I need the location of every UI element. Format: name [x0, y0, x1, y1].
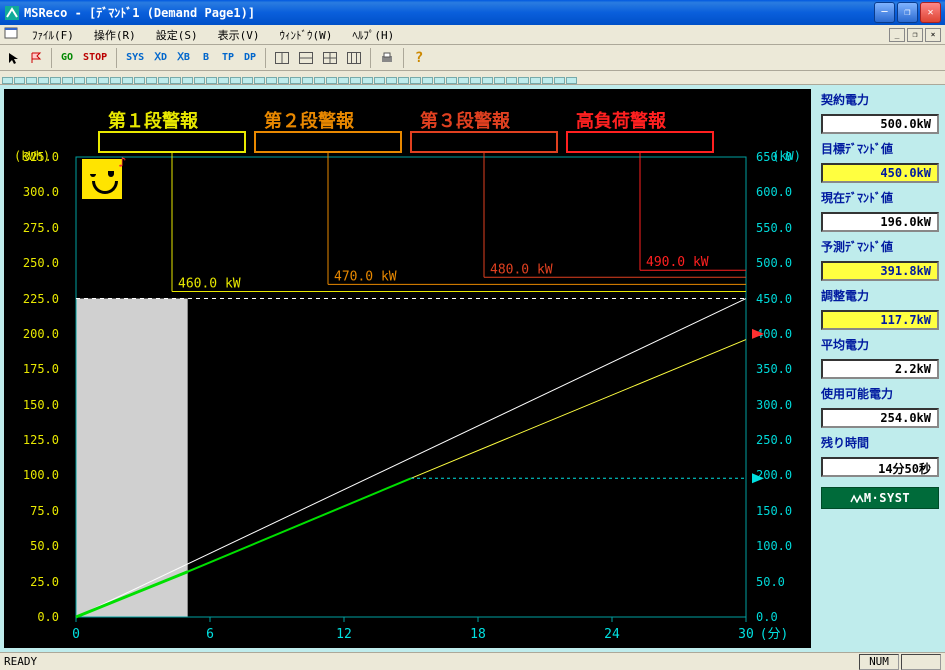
tool-grid3[interactable]: [319, 48, 341, 68]
menu-help[interactable]: ﾍﾙﾌﾟ(H): [346, 26, 400, 44]
tool-stop[interactable]: STOP: [79, 48, 111, 68]
menu-file[interactable]: ﾌｧｲﾙ(F): [26, 26, 80, 44]
tool-go[interactable]: GO: [57, 48, 77, 68]
maximize-button[interactable]: ❐: [897, 2, 918, 23]
metric-label: 調整電力: [821, 287, 939, 304]
metric-label: 契約電力: [821, 91, 939, 108]
scale-ruler: [0, 71, 945, 85]
status-ready: READY: [4, 655, 857, 668]
mdi-icon: [4, 26, 18, 43]
mdi-minimize[interactable]: _: [889, 28, 905, 42]
metric-value: 391.8kW: [821, 261, 939, 281]
metric-value: 196.0kW: [821, 212, 939, 232]
status-num: NUM: [859, 654, 899, 670]
metric-label: 使用可能電力: [821, 385, 939, 402]
vendor-logo: M·SYST: [821, 487, 939, 509]
tool-help[interactable]: ?: [409, 48, 429, 68]
menu-settings[interactable]: 設定(S): [150, 26, 204, 44]
metric-label: 現在ﾃﾞﾏﾝﾄﾞ値: [821, 189, 939, 206]
menu-operate[interactable]: 操作(R): [88, 26, 142, 44]
window-title: MSReco - [ﾃﾞﾏﾝﾄﾞ1 (Demand Page1)]: [24, 4, 874, 21]
mdi-restore[interactable]: ❐: [907, 28, 923, 42]
demand-chart: 第１段警報第２段警報第３段警報高負荷警報 ♪ (kWh) (kW) 0.025.…: [4, 89, 811, 648]
tool-tp[interactable]: TP: [218, 48, 238, 68]
svg-text:490.0 kW: 490.0 kW: [646, 255, 709, 270]
tool-grid1[interactable]: [271, 48, 293, 68]
tool-dp[interactable]: DP: [240, 48, 260, 68]
metric-value: 500.0kW: [821, 114, 939, 134]
svg-text:460.0 kW: 460.0 kW: [178, 276, 241, 291]
status-empty: [901, 654, 941, 670]
toolbar: GO STOP SYS ⅩD ⅩB B TP DP ?: [0, 45, 945, 71]
metric-label: 目標ﾃﾞﾏﾝﾄﾞ値: [821, 140, 939, 157]
close-button[interactable]: ✕: [920, 2, 941, 23]
metric-value: 14分50秒: [821, 457, 939, 477]
status-bar: READY NUM: [0, 652, 945, 670]
tool-b[interactable]: B: [196, 48, 216, 68]
tool-grid2[interactable]: [295, 48, 317, 68]
svg-text:480.0 kW: 480.0 kW: [490, 262, 553, 277]
svg-text:470.0 kW: 470.0 kW: [334, 269, 397, 284]
tool-xb[interactable]: ⅩB: [173, 48, 194, 68]
tool-flag[interactable]: [26, 48, 46, 68]
menu-bar: ﾌｧｲﾙ(F) 操作(R) 設定(S) 表示(V) ｳｨﾝﾄﾞｳ(W) ﾍﾙﾌﾟ…: [0, 25, 945, 45]
tool-cursor[interactable]: [4, 48, 24, 68]
metric-value: 2.2kW: [821, 359, 939, 379]
metrics-sidebar: 契約電力 500.0kW 目標ﾃﾞﾏﾝﾄﾞ値 450.0kW 現在ﾃﾞﾏﾝﾄﾞ値 196.…: [815, 85, 945, 652]
metric-label: 平均電力: [821, 336, 939, 353]
menu-window[interactable]: ｳｨﾝﾄﾞｳ(W): [274, 26, 339, 44]
tool-xd[interactable]: ⅩD: [150, 48, 171, 68]
metric-value: 450.0kW: [821, 163, 939, 183]
metric-label: 残り時間: [821, 434, 939, 451]
mdi-close[interactable]: ×: [925, 28, 941, 42]
menu-view[interactable]: 表示(V): [212, 26, 266, 44]
metric-value: 254.0kW: [821, 408, 939, 428]
metric-value: 117.7kW: [821, 310, 939, 330]
tool-print[interactable]: [376, 48, 398, 68]
tool-sys[interactable]: SYS: [122, 48, 148, 68]
title-bar: MSReco - [ﾃﾞﾏﾝﾄﾞ1 (Demand Page1)] ─ ❐ ✕: [0, 0, 945, 25]
app-icon: [4, 5, 20, 21]
tool-grid4[interactable]: [343, 48, 365, 68]
minimize-button[interactable]: ─: [874, 2, 895, 23]
metric-label: 予測ﾃﾞﾏﾝﾄﾞ値: [821, 238, 939, 255]
